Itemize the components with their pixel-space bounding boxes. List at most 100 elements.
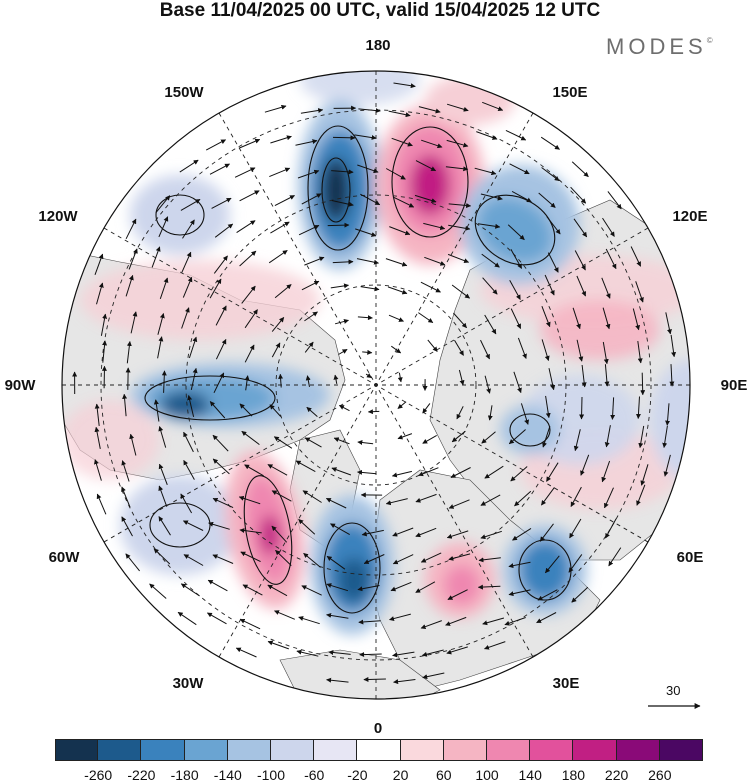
wind-vector [190,367,198,391]
colorbar-tick-label: 220 [604,767,629,783]
wind-vector [301,280,320,291]
wind-vector [187,395,195,418]
wind-vector [295,139,318,146]
wind-vector [304,341,314,353]
wind-vector [545,555,560,574]
wind-vector [424,256,446,266]
wind-vector [540,487,555,506]
colorbar-swatch [659,739,703,761]
colorbar-tick-label: 20 [392,767,409,783]
wind-vector [385,258,408,267]
wind-vector [484,641,506,650]
wind-vector [180,493,193,514]
wind-vector [480,193,503,201]
lon-label-120e: 120E [672,208,707,225]
brand-copyright-mark: © [706,36,713,45]
wind-vector [397,372,403,383]
wind-vector [158,216,169,238]
wind-vector [183,459,195,480]
wind-vector [212,554,234,564]
wind-vector [182,276,193,298]
wind-vector [391,137,413,147]
wind-vector [271,342,281,358]
wind-vector [576,339,584,362]
lon-label-90e: 90E [721,377,748,394]
wind-vector [482,277,498,295]
wind-vector [238,495,261,505]
wind-vector [155,195,171,214]
wind-vector [267,584,288,597]
wind-vector [422,672,445,680]
colorbar-swatch [443,739,487,761]
wind-vector [509,163,530,175]
wind-vector [482,617,505,626]
wind-vector [636,484,646,506]
wind-vector [546,462,559,482]
wind-vector [94,426,101,449]
lon-label-30e: 30E [553,675,580,692]
wind-vector [235,647,257,658]
wind-vector [301,585,322,596]
colorbar-swatch [530,739,574,761]
wind-vector [303,552,321,568]
wind-vector [234,167,256,178]
wind-vector [240,551,261,563]
wind-vector [270,135,292,144]
colorbar-tick-label: -140 [213,767,242,783]
wind-vector [274,284,292,299]
wind-vector [298,616,320,625]
wind-vector [536,612,557,624]
wind-vector [602,217,615,237]
wind-vector [546,216,561,235]
wind-vector [274,195,295,207]
wind-vector [512,527,532,541]
wind-vector [392,554,414,565]
wind-vector [181,307,190,329]
wind-vector [271,317,285,332]
colorbar-swatch [357,739,401,761]
lon-label-180: 180 [365,37,390,54]
wind-vector [474,167,497,176]
wind-vectors [72,82,677,685]
colorbar [55,739,703,761]
wind-vector [608,547,622,567]
wind-vector [304,256,325,266]
wind-vector [572,307,581,330]
wind-vector [326,612,349,619]
wind-vector [239,250,257,267]
wind-vector [480,339,490,360]
wind-vector [573,218,588,238]
wind-vector [478,557,501,563]
wind-vector [239,528,262,534]
wind-vector [391,345,402,354]
wind-vector [610,397,616,420]
wind-vector [328,650,351,655]
wind-vector [513,371,522,394]
wind-vector [604,364,610,387]
wind-vector [509,279,521,300]
wind-vector [390,581,412,592]
wind-vector [236,220,256,234]
wind-vector [448,553,471,561]
wind-vector [574,250,586,271]
wind-vector [510,249,523,269]
wind-vector [663,454,671,477]
wind-vector [420,281,441,293]
wind-vector [421,139,443,149]
wind-vector [418,467,439,477]
wind-vector [420,552,442,563]
wind-vector [448,499,470,509]
wind-vector [357,469,377,475]
wind-vector [392,651,415,658]
wind-vector [278,373,284,388]
wind-vector [300,108,324,114]
lon-label-60e: 60E [677,549,704,566]
wind-vector [330,523,350,536]
wind-vector [121,460,130,482]
wind-vector [547,252,559,273]
wind-vector [607,191,622,210]
wind-vector [269,404,282,417]
polar-map: 180 150E 120E 90E 60E 30E 0 30W 60W 90W … [5,37,748,737]
wind-vector [96,493,107,515]
wind-vector [573,429,581,452]
